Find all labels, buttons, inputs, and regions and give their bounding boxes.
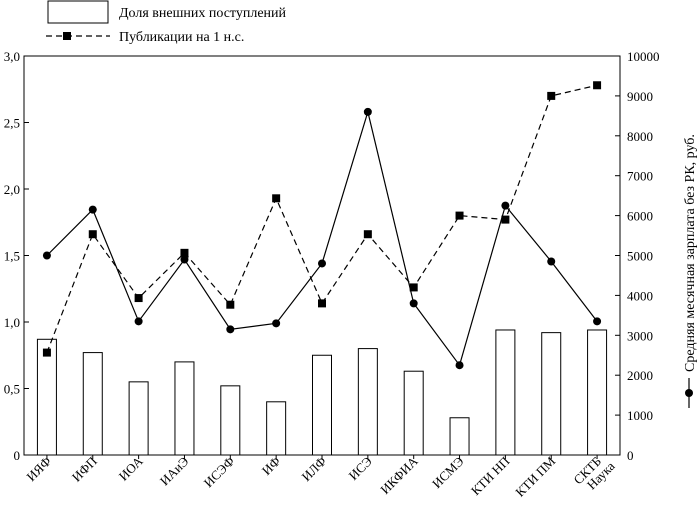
bar (403, 370, 424, 456)
bars (36, 329, 608, 456)
bar (357, 348, 378, 456)
right-tick-label: 0 (627, 448, 634, 463)
right-tick-label: 8000 (627, 129, 653, 144)
salary-point (547, 257, 556, 266)
bar (266, 401, 287, 456)
publications-point (134, 294, 143, 303)
publications-point (455, 211, 464, 220)
bar (128, 381, 149, 456)
category-label: ИАиЭ (157, 453, 192, 488)
category-label: ИКФИА (377, 453, 421, 497)
salary-point (363, 107, 372, 116)
publications-line (46, 84, 598, 353)
salary-line (46, 109, 598, 367)
salary-point (455, 361, 464, 370)
left-tick-label: 0 (14, 448, 21, 463)
left-tick-label: 2,5 (4, 116, 20, 131)
right-tick-label: 6000 (627, 209, 653, 224)
category-label: КТИ ПМ (512, 453, 558, 499)
publications-point (318, 299, 326, 308)
category-label: ИЯФ (23, 454, 54, 485)
category-labels: ИЯФ ИФП ИОА ИАиЭ ИСЭФ ИФ ИЛФ ИСЭ ИКФИА ИСМЭ КТИ НП… (23, 449, 617, 500)
right-axis-title: Средняя месячная зарплата без РК, руб. (683, 134, 698, 408)
legend-bar-label: Доля внешних поступлений (119, 6, 287, 21)
category-label: ИСМЭ (429, 453, 467, 491)
legend-bar-swatch (47, 0, 109, 24)
salary-series (42, 107, 602, 370)
category-label: ИФП (69, 454, 100, 485)
salary-point (593, 317, 602, 326)
bar (174, 361, 195, 456)
right-tick-label: 4000 (627, 288, 653, 303)
right-axis-label: Средняя месячная зарплата без РК, руб. (683, 134, 698, 372)
salary-point (318, 259, 326, 268)
left-tick-label: 1,5 (4, 249, 20, 264)
category-label: ИФ (259, 454, 284, 479)
salary-point (42, 251, 51, 260)
bar (36, 338, 57, 456)
salary-point (409, 299, 418, 308)
publications-point (363, 230, 372, 239)
category-label: ИОА (116, 453, 146, 483)
salary-point (180, 255, 189, 264)
category-label: ИСЭ (346, 453, 376, 483)
right-tick-label: 2000 (627, 368, 653, 383)
bar (312, 354, 332, 456)
right-tick-label: 5000 (627, 249, 653, 264)
publications-series (42, 81, 602, 357)
left-tick-label: 3,0 (4, 49, 20, 64)
right-tick-label: 9000 (627, 89, 653, 104)
publications-point (226, 300, 235, 309)
bar (587, 329, 608, 456)
salary-point (501, 201, 510, 210)
category-label: ИСЭФ (201, 454, 238, 491)
category-label: КТИ НП (468, 454, 513, 499)
right-tick-label: 10000 (627, 49, 660, 64)
publications-point (501, 215, 510, 224)
legend-square-marker (63, 32, 71, 40)
salary-point (134, 317, 143, 326)
bar (220, 385, 241, 456)
publications-point (272, 194, 281, 203)
right-tick-label: 3000 (627, 328, 653, 343)
left-axis-ticks: 0 0,5 1,0 1,5 2,0 2,5 3,0 (4, 49, 29, 463)
category-label: СКТБНаука (570, 449, 617, 496)
publications-point (409, 283, 418, 292)
salary-point (226, 325, 235, 334)
category-label: ИЛФ (298, 454, 329, 485)
salary-point (88, 205, 97, 214)
salary-point (272, 319, 281, 328)
bar (449, 417, 470, 456)
publications-point (593, 81, 602, 90)
legend-line-label: Публикации на 1 н.с. (119, 30, 244, 45)
bar (541, 332, 562, 456)
right-tick-label: 7000 (627, 169, 653, 184)
publications-point (42, 348, 51, 357)
left-tick-label: 0,5 (4, 382, 20, 397)
right-axis-ticks: 0 1000 2000 3000 4000 5000 6000 7000 8000 9000 100… (615, 49, 660, 463)
publications-point (547, 91, 556, 100)
bar (495, 329, 516, 456)
publications-point (180, 248, 189, 257)
bar (82, 352, 103, 456)
left-tick-label: 2,0 (4, 182, 20, 197)
left-tick-label: 1,0 (4, 315, 20, 330)
publications-point (88, 230, 97, 239)
right-axis-legend-marker (685, 389, 693, 397)
legend: Доля внешних поступлений Публикации на 1… (46, 0, 287, 45)
right-tick-label: 1000 (627, 408, 653, 423)
